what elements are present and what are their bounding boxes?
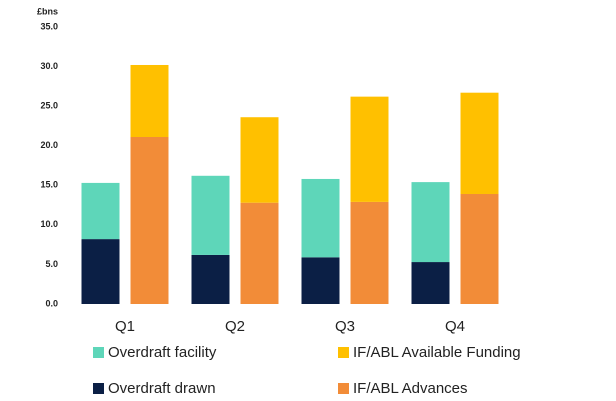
legend-label: Overdraft facility <box>108 344 217 361</box>
y-tick-label: 35.0 <box>40 21 58 31</box>
bar <box>411 262 450 304</box>
bar <box>240 202 279 304</box>
legend-swatch <box>93 347 104 358</box>
legend-label: IF/ABL Available Funding <box>353 344 521 361</box>
bar <box>130 64 169 138</box>
y-tick-label: 5.0 <box>45 259 58 269</box>
bar <box>301 178 340 258</box>
y-unit-label: £bns <box>37 6 58 16</box>
bar <box>191 254 230 304</box>
y-tick-label: 30.0 <box>40 61 58 71</box>
bar <box>411 182 450 263</box>
legend-swatch <box>338 383 349 394</box>
x-tick-label: Q1 <box>115 318 135 335</box>
y-tick-label: 25.0 <box>40 101 58 111</box>
bar <box>460 92 499 194</box>
y-tick-label: 0.0 <box>45 298 58 308</box>
bar <box>460 193 499 304</box>
y-tick-label: 20.0 <box>40 140 58 150</box>
y-tick-label: 10.0 <box>40 219 58 229</box>
legend-swatch <box>338 347 349 358</box>
y-tick-label: 15.0 <box>40 180 58 190</box>
bar <box>240 117 279 203</box>
bar <box>191 175 230 255</box>
x-tick-label: Q3 <box>335 318 355 335</box>
x-tick-label: Q2 <box>225 318 245 335</box>
bar <box>350 201 389 304</box>
legend-label: IF/ABL Advances <box>353 380 468 397</box>
bar <box>81 182 120 240</box>
bar <box>130 137 169 304</box>
bar <box>81 239 120 304</box>
x-tick-label: Q4 <box>445 318 465 335</box>
legend-swatch <box>93 383 104 394</box>
bar <box>350 96 389 202</box>
bar <box>301 257 340 304</box>
legend-label: Overdraft drawn <box>108 380 216 397</box>
